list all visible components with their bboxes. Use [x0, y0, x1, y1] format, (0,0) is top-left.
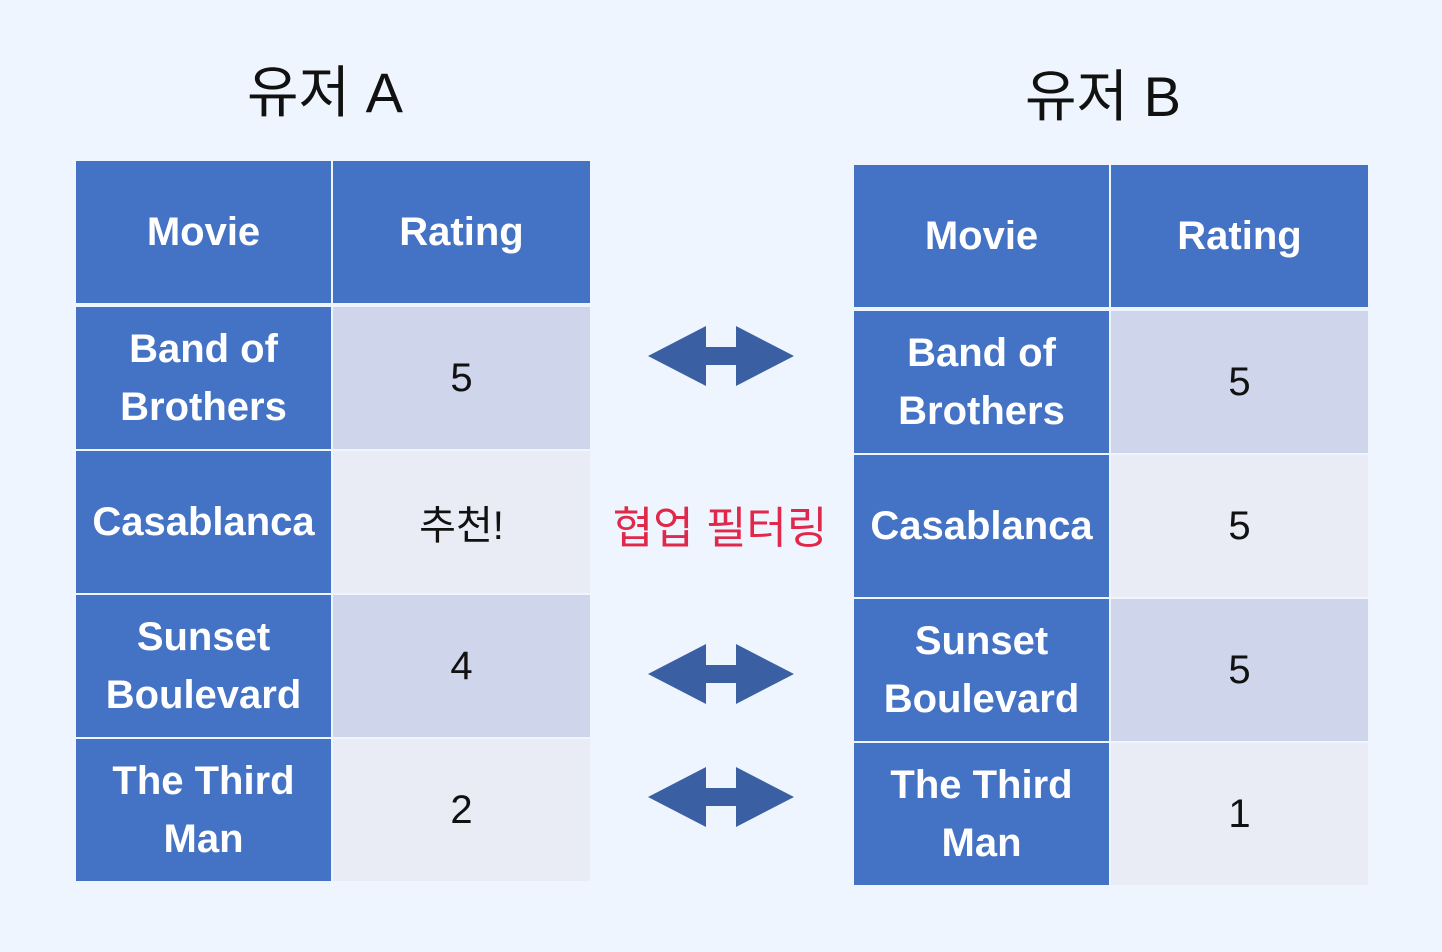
movie-cell: Casablanca [76, 451, 331, 593]
table-row: Band of Brothers 5 [76, 307, 590, 449]
rating-cell: 5 [1111, 455, 1368, 597]
movie-cell: Band of Brothers [76, 307, 331, 449]
header-movie: Movie [76, 161, 331, 303]
movie-cell: The Third Man [76, 739, 331, 881]
rating-cell: 5 [1111, 311, 1368, 453]
header-rating: Rating [1111, 165, 1368, 307]
rating-cell: 5 [1111, 599, 1368, 741]
rating-cell: 2 [333, 739, 590, 881]
table-row: The Third Man 1 [854, 743, 1368, 885]
table-row: Sunset Boulevard 4 [76, 595, 590, 737]
user-a-title: 유저 A [247, 61, 403, 124]
header-rating: Rating [333, 161, 590, 303]
table-row: Band of Brothers 5 [854, 311, 1368, 453]
movie-cell: Sunset Boulevard [854, 599, 1109, 741]
table-row: The Third Man 2 [76, 739, 590, 881]
user-b-title: 유저 B [1025, 65, 1181, 128]
table-row: Casablanca 5 [854, 455, 1368, 597]
movie-cell: Sunset Boulevard [76, 595, 331, 737]
user-b-table: Movie Rating Band of Brothers 5 Casablanca… [854, 165, 1368, 887]
rating-cell: 1 [1111, 743, 1368, 885]
double-arrow-icon [648, 326, 794, 386]
double-arrow-icon [648, 767, 794, 827]
rating-cell: 4 [333, 595, 590, 737]
movie-cell: Casablanca [854, 455, 1109, 597]
user-a-table: Movie Rating Band of Brothers 5 Casablanca… [76, 161, 590, 883]
movie-cell: Band of Brothers [854, 311, 1109, 453]
collaborative-filtering-label: 협업 필터링 [612, 504, 828, 553]
rating-cell: 5 [333, 307, 590, 449]
table-row: Casablanca 추천! [76, 451, 590, 593]
movie-cell: The Third Man [854, 743, 1109, 885]
table-row: Sunset Boulevard 5 [854, 599, 1368, 741]
rating-cell: 추천! [333, 451, 590, 593]
header-movie: Movie [854, 165, 1109, 307]
double-arrow-icon [648, 644, 794, 704]
